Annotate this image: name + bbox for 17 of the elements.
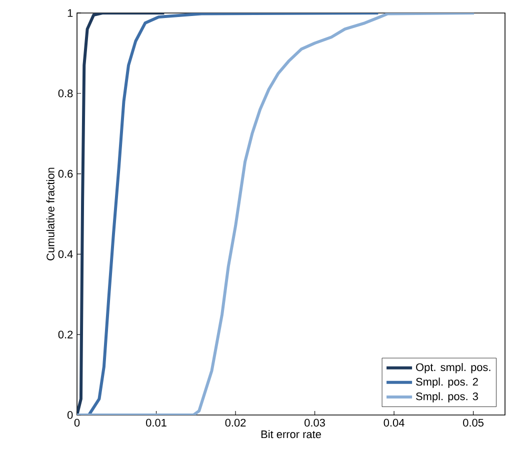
x-tick-label: 0.02 xyxy=(225,418,246,427)
y-tick-label: 0.6 xyxy=(58,170,73,178)
legend-label: Opt. smpl. pos. xyxy=(416,363,490,374)
y-tick-label: 1 xyxy=(68,9,73,17)
x-tick-label: 0.05 xyxy=(463,418,484,427)
x-tick-label: 0.01 xyxy=(146,418,166,427)
y-tick-label: 0.8 xyxy=(58,90,73,98)
y-tick-label: 0 xyxy=(67,411,73,419)
x-tick-label: 0.03 xyxy=(304,418,325,427)
legend-label: Smpl. pos. 3 xyxy=(416,392,478,402)
y-axis-title: Cumulative fraction xyxy=(46,168,54,260)
x-axis-title: Bit error rate xyxy=(261,430,321,438)
y-tick-label: 0.2 xyxy=(58,330,73,338)
y-tick-label: 0.4 xyxy=(58,250,73,258)
x-tick-label: 0 xyxy=(74,418,80,427)
legend-label: Smpl. pos. 2 xyxy=(416,378,478,388)
x-tick-label: 0.04 xyxy=(384,418,404,427)
